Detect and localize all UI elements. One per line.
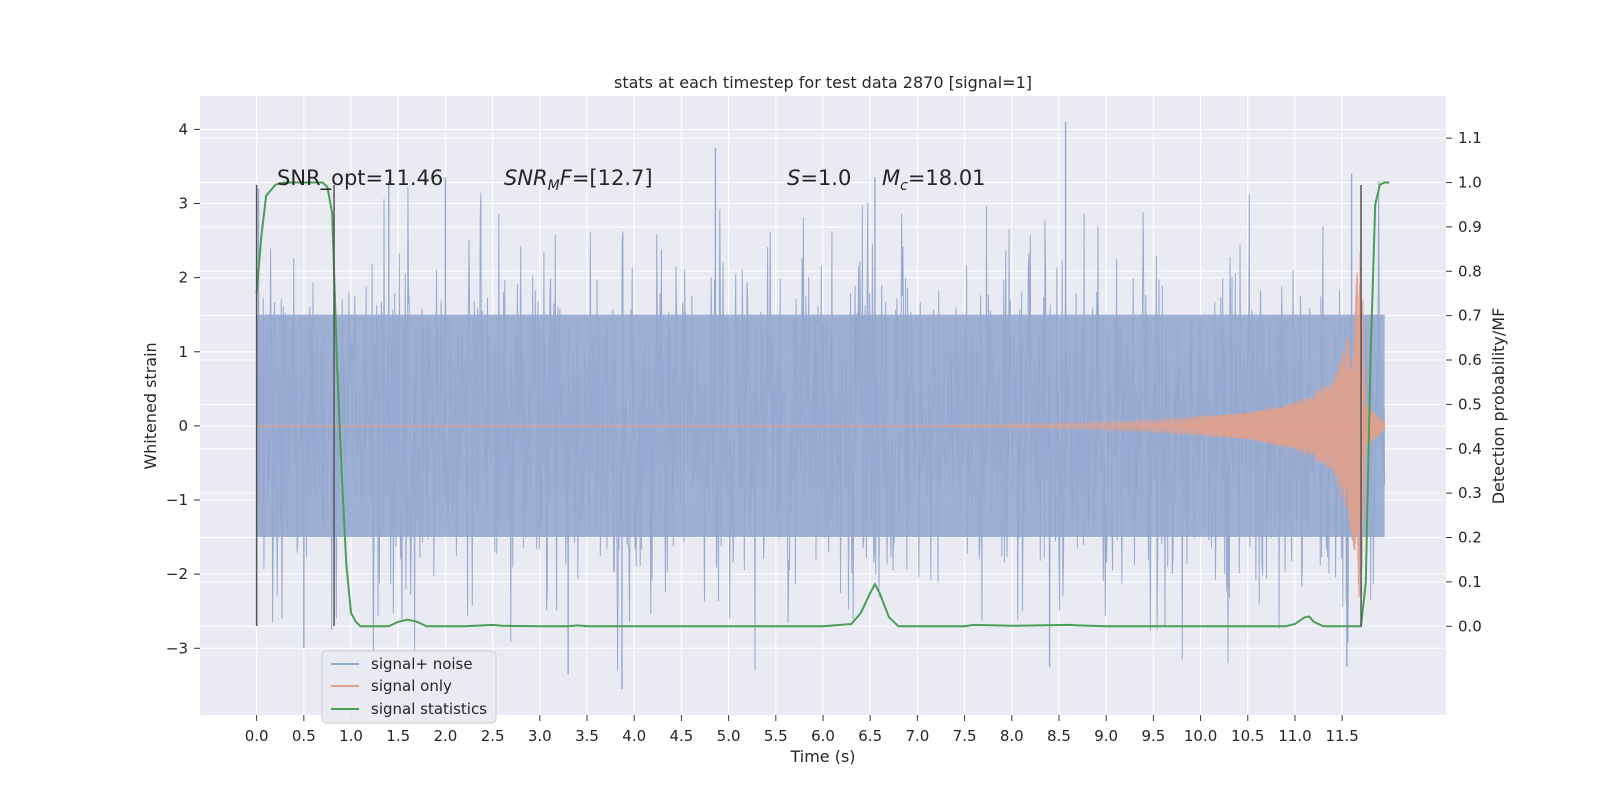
y-left-axis-label: Whitened strain bbox=[141, 342, 160, 469]
x-tick-label-21: 10.5 bbox=[1231, 727, 1264, 745]
y-right-tick-label-0: 0.0 bbox=[1458, 617, 1482, 635]
x-tick-label-23: 11.5 bbox=[1325, 727, 1358, 745]
y-left-axis-ticks: −3 −2 −1 0 1 2 3 4 bbox=[166, 120, 200, 657]
y-left-tick-label-6: 3 bbox=[178, 194, 188, 212]
annotation-s-symbol: S bbox=[787, 166, 800, 190]
annotation-mc-subscript: c bbox=[900, 178, 908, 194]
chart-title: stats at each timestep for test data 287… bbox=[614, 73, 1032, 92]
legend-label-statistics: signal statistics bbox=[371, 700, 487, 718]
x-tick-label-5: 2.5 bbox=[481, 727, 505, 745]
x-tick-label-10: 5.0 bbox=[717, 727, 741, 745]
x-tick-label-2: 1.0 bbox=[339, 727, 363, 745]
annotation-snr-opt: SNR_opt=11.46 bbox=[277, 166, 443, 191]
x-tick-label-11: 5.5 bbox=[764, 727, 788, 745]
annotation-mc-symbol: M bbox=[882, 166, 900, 190]
y-right-tick-label-7: 0.7 bbox=[1458, 307, 1482, 325]
x-axis-label: Time (s) bbox=[789, 747, 855, 766]
y-right-axis-label: Detection probability/MF bbox=[1489, 308, 1508, 505]
annotation-s-value: =1.0 bbox=[800, 166, 851, 190]
series-signal-only bbox=[256, 238, 1386, 598]
legend-label-signal: signal only bbox=[371, 677, 452, 695]
y-right-tick-label-4: 0.4 bbox=[1458, 440, 1482, 458]
x-tick-label-0: 0.0 bbox=[245, 727, 269, 745]
x-tick-label-9: 4.5 bbox=[669, 727, 693, 745]
x-tick-label-4: 2.0 bbox=[433, 727, 457, 745]
y-left-tick-label-5: 2 bbox=[178, 269, 188, 287]
y-right-tick-label-10: 1.0 bbox=[1458, 174, 1482, 192]
y-right-axis-ticks: 0.0 0.1 0.2 0.3 0.4 0.5 0.6 0.7 0.8 0.9 1.0 1.1 bbox=[1446, 129, 1482, 635]
annotation-mc: Mc=18.01 bbox=[882, 166, 986, 194]
y-left-tick-label-0: −3 bbox=[166, 639, 188, 657]
y-left-tick-label-3: 0 bbox=[178, 417, 188, 435]
annotation-mc-value: =18.01 bbox=[908, 166, 986, 190]
y-right-tick-label-9: 0.9 bbox=[1458, 218, 1482, 236]
x-tick-label-12: 6.0 bbox=[811, 727, 835, 745]
x-tick-label-14: 7.0 bbox=[905, 727, 929, 745]
y-right-tick-label-11: 1.1 bbox=[1458, 129, 1482, 147]
annotation-snr-mf-symbol: SNR bbox=[504, 166, 548, 190]
x-tick-label-7: 3.5 bbox=[575, 727, 599, 745]
annotation-snr-mf-subscript: M bbox=[548, 178, 560, 194]
y-left-tick-label-2: −1 bbox=[166, 491, 188, 509]
x-tick-label-3: 1.5 bbox=[386, 727, 410, 745]
annotation-snr-mf-value: =[12.7] bbox=[572, 166, 653, 190]
x-tick-label-17: 8.5 bbox=[1047, 727, 1071, 745]
y-left-tick-label-7: 4 bbox=[178, 120, 188, 138]
x-tick-label-13: 6.5 bbox=[858, 727, 882, 745]
signal-chirp bbox=[945, 238, 1386, 598]
x-tick-label-1: 0.5 bbox=[292, 727, 316, 745]
y-right-tick-label-2: 0.2 bbox=[1458, 529, 1482, 547]
x-tick-label-15: 7.5 bbox=[953, 727, 977, 745]
statistics-line bbox=[255, 181, 1390, 628]
x-tick-label-19: 9.5 bbox=[1141, 727, 1165, 745]
series-signal-statistics bbox=[255, 181, 1390, 628]
legend-box bbox=[321, 650, 497, 724]
y-right-tick-label-6: 0.6 bbox=[1458, 351, 1482, 369]
x-tick-label-20: 10.0 bbox=[1184, 727, 1217, 745]
vertical-markers bbox=[255, 184, 1362, 627]
y-right-tick-label-8: 0.8 bbox=[1458, 262, 1482, 280]
legend-label-noise: signal+ noise bbox=[371, 655, 473, 673]
x-tick-label-18: 9.0 bbox=[1094, 727, 1118, 745]
y-left-tick-label-1: −2 bbox=[166, 565, 188, 583]
annotation-snr-mf-f: F bbox=[560, 166, 573, 190]
annotation-snr-mf: SNRMF=[12.7] bbox=[504, 166, 653, 194]
y-left-tick-label-4: 1 bbox=[178, 343, 188, 361]
legend: signal+ noise signal only signal statist… bbox=[321, 650, 497, 724]
y-right-tick-label-1: 0.1 bbox=[1458, 573, 1482, 591]
x-tick-label-22: 11.0 bbox=[1278, 727, 1311, 745]
annotation-s: S=1.0 bbox=[787, 166, 851, 190]
y-right-tick-label-3: 0.3 bbox=[1458, 484, 1482, 502]
y-right-tick-label-5: 0.5 bbox=[1458, 395, 1482, 413]
x-tick-label-8: 4.0 bbox=[622, 727, 646, 745]
x-tick-label-6: 3.0 bbox=[528, 727, 552, 745]
x-tick-label-16: 8.0 bbox=[1000, 727, 1024, 745]
x-axis-ticks: 0.0 0.5 1.0 1.5 2.0 2.5 3.0 3.5 4.0 4.5 5.0 5.5 6.0 6… bbox=[245, 715, 1359, 745]
